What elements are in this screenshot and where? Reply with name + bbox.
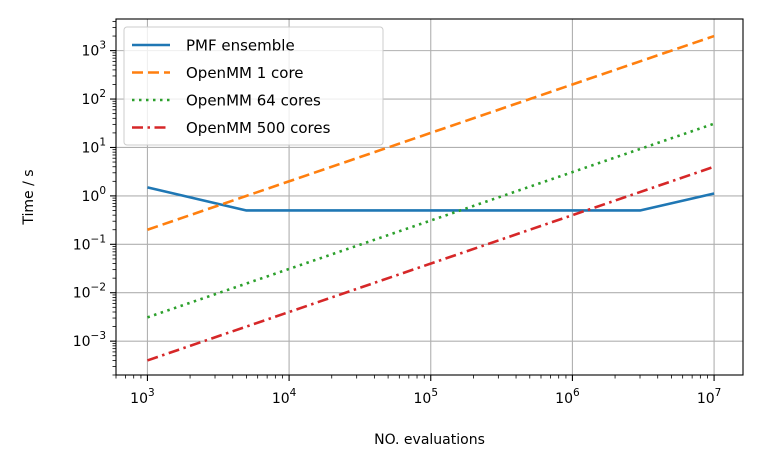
legend-label-3: OpenMM 64 cores bbox=[186, 92, 321, 110]
y-tick-exponent: 0 bbox=[99, 185, 106, 197]
y-axis-label: Time / s bbox=[21, 169, 37, 225]
legend-label-2: OpenMM 1 core bbox=[186, 64, 304, 82]
y-tick-base: 10 bbox=[81, 44, 99, 60]
x-tick-label: 104 bbox=[272, 387, 297, 407]
x-tick-base: 10 bbox=[697, 391, 715, 407]
y-tick-exponent: 1 bbox=[99, 136, 106, 148]
y-tick-exponent: −1 bbox=[91, 233, 106, 245]
x-tick-label: 107 bbox=[697, 387, 722, 407]
plot-frame bbox=[115, 18, 744, 376]
y-tick-exponent: −2 bbox=[91, 282, 106, 294]
x-tick-label: 103 bbox=[130, 387, 155, 407]
series-line-3 bbox=[147, 122, 715, 319]
series-line-4 bbox=[147, 165, 715, 362]
y-tick-base: 10 bbox=[81, 189, 99, 205]
y-tick-exponent: 3 bbox=[99, 40, 106, 52]
y-tick-base: 10 bbox=[81, 92, 99, 108]
x-tick-exponent: 4 bbox=[290, 387, 297, 399]
y-tick-base: 10 bbox=[81, 140, 99, 156]
y-tick-base: 10 bbox=[73, 286, 91, 302]
x-tick-base: 10 bbox=[130, 391, 148, 407]
y-tick-label: 102 bbox=[81, 88, 106, 108]
x-tick-label: 106 bbox=[555, 387, 580, 407]
x-tick-base: 10 bbox=[272, 391, 290, 407]
legend: PMF ensemble OpenMM 1 core OpenMM 64 cores… bbox=[123, 26, 384, 146]
series-layer bbox=[147, 34, 715, 362]
x-tick-base: 10 bbox=[413, 391, 431, 407]
y-tick-label: 101 bbox=[81, 136, 106, 156]
y-tick-exponent: −3 bbox=[91, 330, 106, 342]
x-axis-label: NO. evaluations bbox=[374, 432, 485, 448]
y-tick-label: 10−3 bbox=[73, 330, 106, 350]
x-tick-exponent: 3 bbox=[148, 387, 155, 399]
y-tick-label: 100 bbox=[81, 185, 106, 205]
series-line-1 bbox=[147, 186, 715, 212]
legend-label-4: OpenMM 500 cores bbox=[186, 119, 331, 137]
x-tick-exponent: 6 bbox=[573, 387, 580, 399]
x-tick-label: 105 bbox=[413, 387, 438, 407]
y-tick-label: 10−2 bbox=[73, 282, 106, 302]
x-tick-base: 10 bbox=[555, 391, 573, 407]
series-line-2 bbox=[147, 34, 715, 231]
x-tick-exponent: 5 bbox=[431, 387, 438, 399]
y-tick-label: 103 bbox=[81, 40, 106, 60]
legend-box bbox=[123, 26, 384, 146]
y-tick-exponent: 2 bbox=[99, 88, 106, 100]
y-tick-base: 10 bbox=[73, 334, 91, 350]
legend-label-1: PMF ensemble bbox=[186, 37, 295, 55]
y-tick-base: 10 bbox=[73, 237, 91, 253]
y-tick-label: 10−1 bbox=[73, 233, 106, 253]
x-tick-exponent: 7 bbox=[715, 387, 722, 399]
